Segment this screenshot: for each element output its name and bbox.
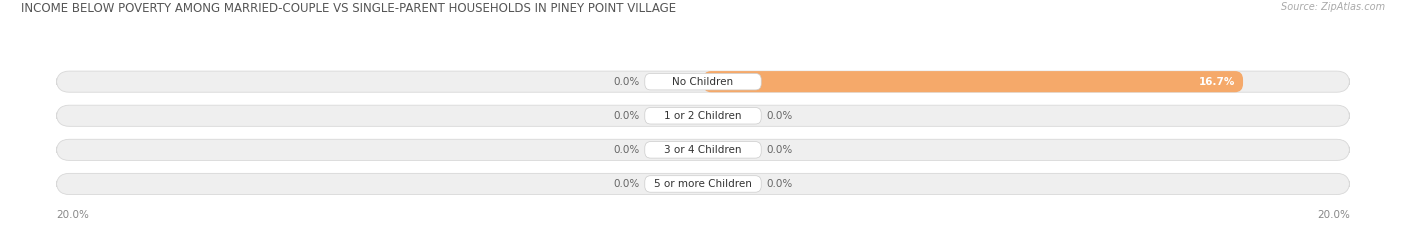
FancyBboxPatch shape bbox=[56, 139, 1350, 161]
FancyBboxPatch shape bbox=[645, 142, 761, 158]
Text: 0.0%: 0.0% bbox=[613, 145, 640, 155]
Text: 0.0%: 0.0% bbox=[613, 179, 640, 189]
Text: 20.0%: 20.0% bbox=[1317, 210, 1350, 220]
Text: 0.0%: 0.0% bbox=[613, 77, 640, 87]
FancyBboxPatch shape bbox=[56, 173, 1350, 195]
FancyBboxPatch shape bbox=[56, 105, 1350, 126]
Text: 0.0%: 0.0% bbox=[613, 111, 640, 121]
Text: 0.0%: 0.0% bbox=[766, 179, 793, 189]
FancyBboxPatch shape bbox=[703, 71, 1243, 92]
Text: No Children: No Children bbox=[672, 77, 734, 87]
Text: 16.7%: 16.7% bbox=[1198, 77, 1234, 87]
FancyBboxPatch shape bbox=[645, 73, 761, 90]
Text: 3 or 4 Children: 3 or 4 Children bbox=[664, 145, 742, 155]
Text: 1 or 2 Children: 1 or 2 Children bbox=[664, 111, 742, 121]
Text: INCOME BELOW POVERTY AMONG MARRIED-COUPLE VS SINGLE-PARENT HOUSEHOLDS IN PINEY P: INCOME BELOW POVERTY AMONG MARRIED-COUPL… bbox=[21, 2, 676, 15]
Text: Source: ZipAtlas.com: Source: ZipAtlas.com bbox=[1281, 2, 1385, 12]
Text: 20.0%: 20.0% bbox=[56, 210, 89, 220]
FancyBboxPatch shape bbox=[645, 176, 761, 192]
FancyBboxPatch shape bbox=[645, 107, 761, 124]
Text: 0.0%: 0.0% bbox=[766, 111, 793, 121]
Text: 0.0%: 0.0% bbox=[766, 145, 793, 155]
FancyBboxPatch shape bbox=[56, 71, 1350, 92]
Text: 5 or more Children: 5 or more Children bbox=[654, 179, 752, 189]
